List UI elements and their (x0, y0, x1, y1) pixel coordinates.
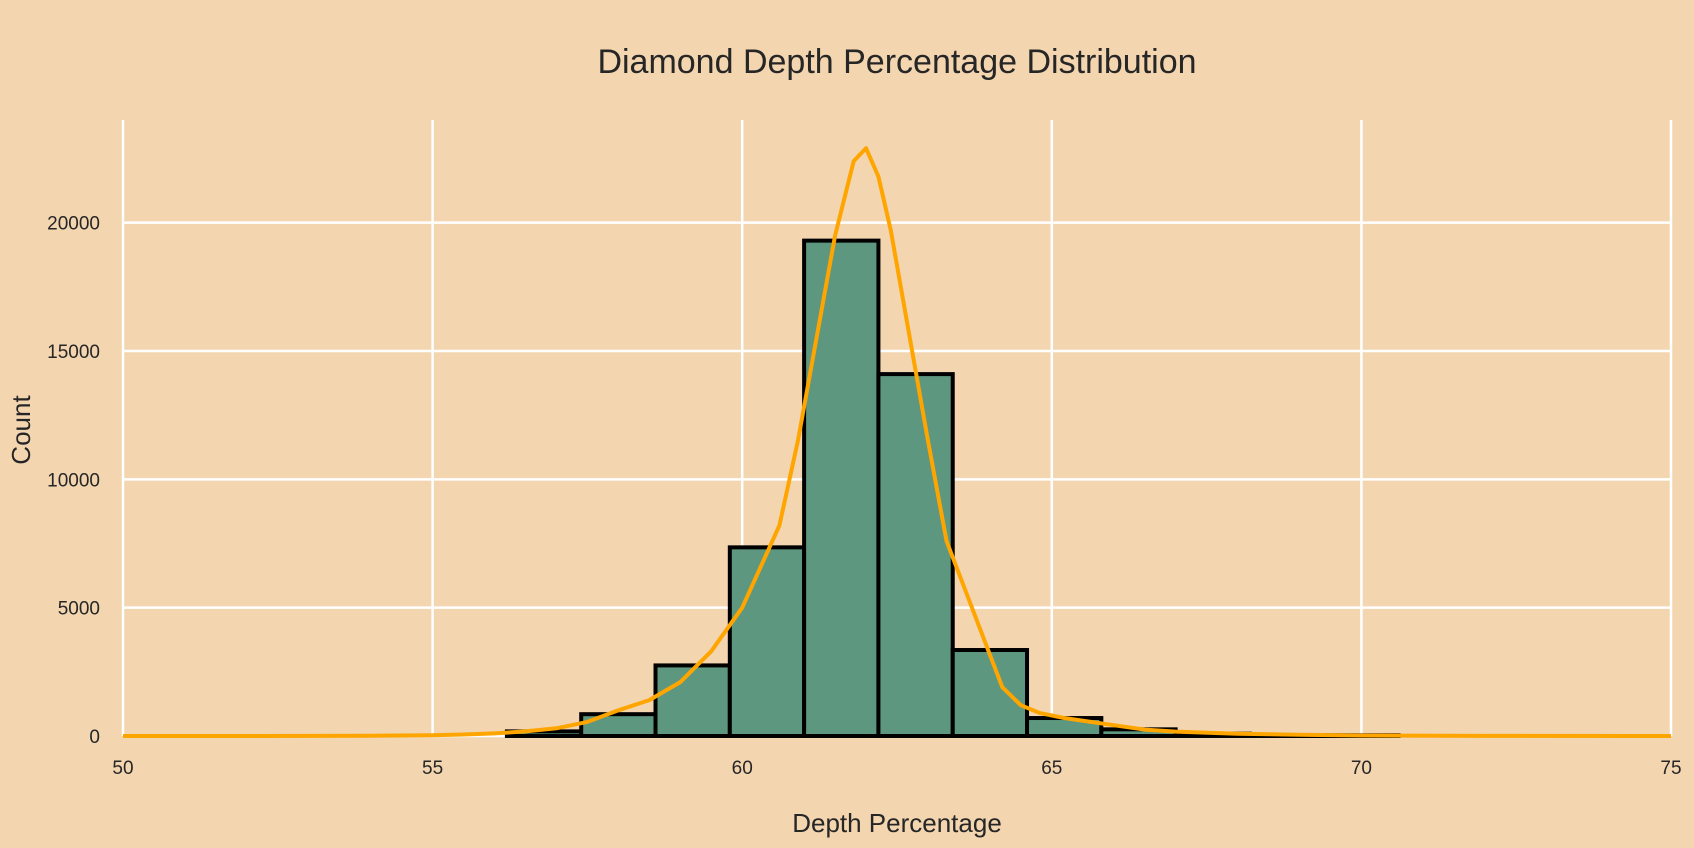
x-tick-label: 50 (112, 758, 133, 779)
x-axis-label: Depth Percentage (792, 808, 1002, 838)
histogram-bar (579, 712, 658, 739)
histogram-bar (950, 648, 1030, 738)
x-axis-ticks: 50 55 60 65 70 75 (112, 758, 1681, 779)
y-axis-ticks: 0 5000 10000 15000 20000 (47, 214, 100, 748)
y-axis-label: Count (6, 395, 36, 465)
y-tick-label: 0 (89, 727, 100, 748)
y-tick-label: 5000 (58, 599, 100, 620)
x-tick-label: 55 (422, 758, 443, 779)
x-tick-label: 65 (1041, 758, 1062, 779)
histogram-bar (653, 663, 732, 739)
histogram-bar (876, 372, 955, 738)
x-tick-label: 75 (1660, 758, 1681, 779)
chart-title: Diamond Depth Percentage Distribution (597, 43, 1196, 81)
histogram-bar (727, 545, 807, 738)
y-tick-label: 20000 (47, 214, 100, 235)
x-tick-label: 60 (732, 758, 753, 779)
histogram-bar (802, 238, 881, 738)
kde-density-line (123, 146, 1672, 738)
y-tick-label: 15000 (47, 342, 100, 363)
x-tick-label: 70 (1351, 758, 1372, 779)
histogram-bars (504, 238, 1401, 739)
y-tick-label: 10000 (47, 470, 100, 491)
